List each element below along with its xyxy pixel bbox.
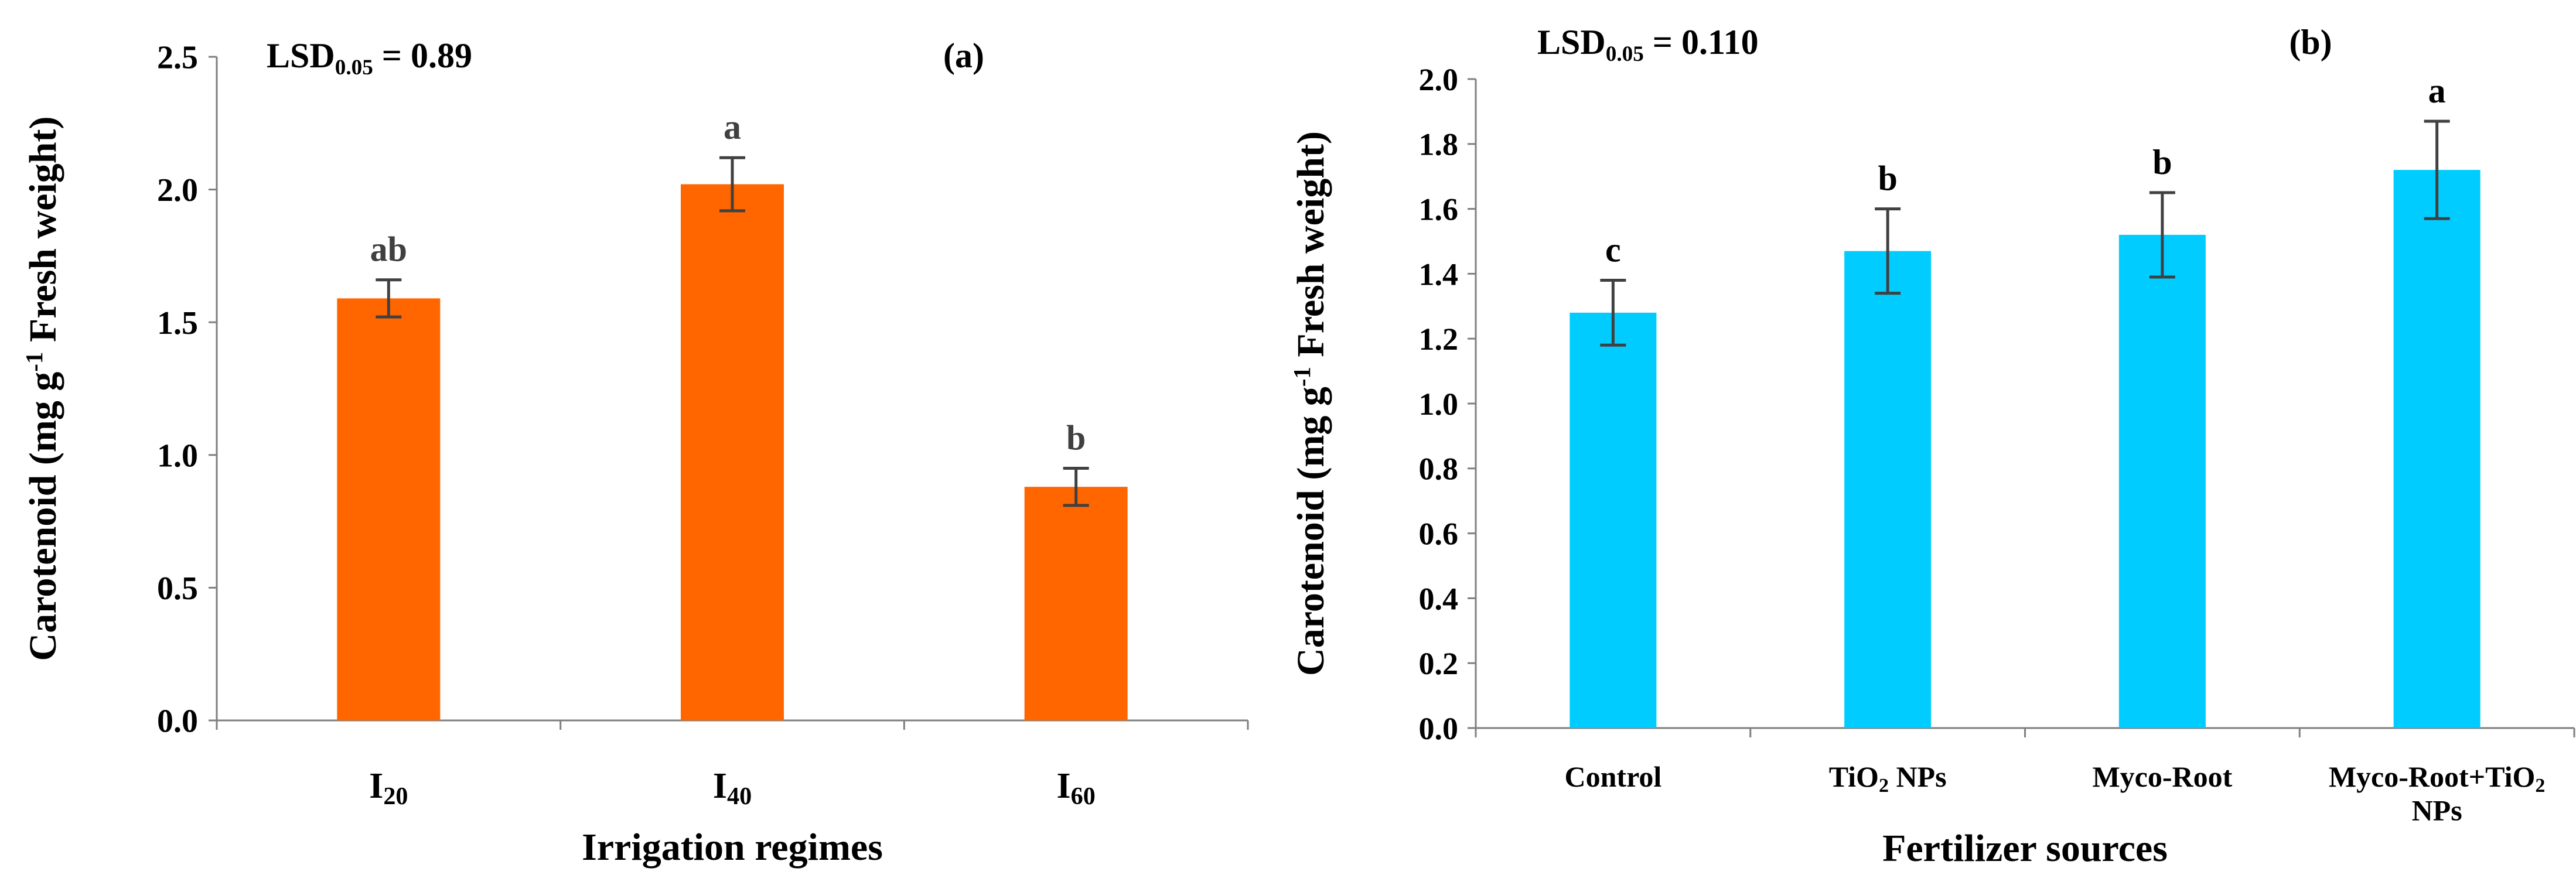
chart-b-category-label: Myco-Root [2092,760,2232,793]
chart-a-y-tick-label: 0.0 [157,703,198,740]
chart-a-x-axis-title: Irrigation regimes [582,826,883,869]
chart-a-category-label: I60​ [1057,766,1096,810]
chart-b-y-tick-label: 0.2 [1419,646,1459,681]
chart-a-y-tick-label: 0.5 [157,570,198,607]
chart-a-significance-letter: b [1066,418,1086,457]
chart-b-y-tick-label: 0.0 [1419,711,1459,746]
chart-b-bar [2393,170,2481,728]
chart-b-significance-letter: b [1878,159,1897,198]
chart-b-y-tick-label: 1.4 [1419,257,1459,292]
chart-b-significance-letter: c [1605,230,1621,269]
chart-b-y-tick-label: 1.6 [1419,192,1459,227]
chart-b-category-label: Myco-Root+TiO2​ [2329,760,2546,797]
chart-a-y-tick-label: 2.0 [157,172,198,209]
chart-a-panel-label: (a) [943,36,984,75]
chart-b-y-tick-label: 0.8 [1419,452,1459,487]
chart-a: 0.0 0.5 1.0 1.5 2.0 2.5 ab I20​ a I40​ b I60​ Irriga… [21,36,1249,869]
chart-b-significance-letter: a [2428,71,2446,110]
chart-b-category-label: TiO2​ NPs [1829,760,1947,797]
chart-b-x-axis-title: Fertilizer sources [1882,827,2168,870]
chart-b-significance-letter: b [2152,143,2172,182]
chart-b-y-tick-label: 1.0 [1419,387,1459,422]
chart-b-y-axis-title: Carotenoid (mg g-1 Fresh weight) [1289,131,1332,676]
chart-b-y-tick-label: 1.2 [1419,322,1459,357]
chart-a-y-tick-label: 1.0 [157,438,198,474]
chart-b: 0.0 0.2 0.4 0.6 0.8 1.0 1.2 1.4 1.6 1.8 2.0 c Contro… [1288,0,2576,885]
chart-a-category-label: I40​ [713,766,752,810]
chart-b-svg: 0.0 0.2 0.4 0.6 0.8 1.0 1.2 1.4 1.6 1.8 2.0 c Contro… [1289,23,2575,870]
chart-b-category-label: Control [1565,760,1662,793]
chart-b-bar [1844,251,1932,728]
chart-b-y-tick-label: 2.0 [1419,62,1459,97]
chart-b-bar [1570,312,1657,728]
chart-a-y-tick-label: 2.5 [157,40,198,76]
chart-b-y-tick-label: 0.4 [1419,581,1459,616]
chart-b-bar [2118,234,2206,728]
chart-a-y-axis-title: Carotenoid (mg g-1 Fresh weight) [21,117,64,661]
chart-a-lsd-annotation: LSD0.05 = 0.89 [267,36,472,80]
chart-b-category-label-line2: NPs [2412,794,2462,827]
chart-b-y-tick-label: 0.6 [1419,517,1459,552]
chart-b-panel-label: (b) [2289,23,2332,61]
chart-a-bar [681,184,784,720]
chart-a-svg: 0.0 0.5 1.0 1.5 2.0 2.5 ab I20​ a I40​ b I60​ Irriga… [21,36,1249,869]
chart-a-bar [1024,487,1128,720]
chart-b-y-tick-label: 1.8 [1419,127,1459,162]
chart-a-bar [337,298,441,720]
chart-a-category-label: I20​ [369,766,408,810]
chart-a-y-tick-label: 1.5 [157,305,198,341]
chart-a-significance-letter: a [724,108,741,146]
chart-a-significance-letter: ab [370,230,407,269]
chart-b-lsd-annotation: LSD0.05 = 0.110 [1537,23,1759,66]
